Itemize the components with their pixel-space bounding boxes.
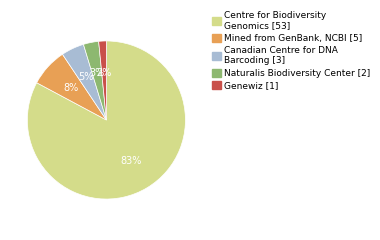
Wedge shape	[62, 44, 106, 120]
Wedge shape	[84, 41, 106, 120]
Wedge shape	[37, 54, 106, 120]
Wedge shape	[27, 41, 185, 199]
Text: 3%: 3%	[90, 68, 105, 78]
Text: 5%: 5%	[78, 72, 94, 82]
Text: 8%: 8%	[63, 83, 79, 93]
Text: 2%: 2%	[97, 68, 112, 78]
Wedge shape	[99, 41, 106, 120]
Text: 83%: 83%	[120, 156, 141, 166]
Legend: Centre for Biodiversity
Genomics [53], Mined from GenBank, NCBI [5], Canadian Ce: Centre for Biodiversity Genomics [53], M…	[210, 9, 372, 92]
